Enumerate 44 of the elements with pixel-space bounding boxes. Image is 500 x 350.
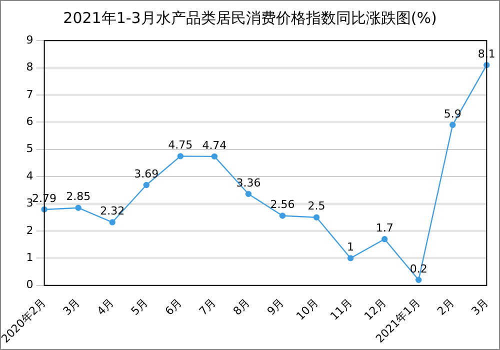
x-tick-label: 12月: [362, 296, 389, 323]
y-tick-label: 9: [26, 33, 34, 46]
data-label: 2.5: [308, 200, 326, 213]
data-label: 2.56: [270, 198, 295, 212]
x-tick-label: 11月: [328, 296, 355, 323]
data-label: 1: [347, 240, 354, 254]
data-label: 1.7: [376, 221, 394, 234]
x-tick-label: 10月: [294, 296, 321, 323]
data-label: 3.69: [134, 167, 159, 180]
point: [245, 190, 252, 198]
x-tick-label: 9月: [264, 296, 287, 318]
x-tick-label: 4月: [94, 296, 116, 318]
x-tick-label: 3月: [60, 296, 82, 318]
y-tick-label: 0: [26, 278, 34, 292]
y-tick-label: 3: [26, 196, 34, 210]
chart-title: 2021年1-3月水产品类居民消费价格指数同比涨跌图(%): [62, 9, 438, 28]
x-tick-label: 8月: [230, 296, 253, 318]
data-label: 2.32: [100, 204, 125, 218]
data-label: 4.74: [202, 138, 227, 152]
x-tick-label: 5月: [128, 296, 151, 318]
point: [416, 276, 422, 284]
point: [347, 255, 354, 262]
y-tick-label: 6: [26, 115, 34, 128]
point: [109, 219, 116, 226]
y-tick-label: 4: [26, 169, 34, 182]
y-tick-label: 8: [26, 60, 34, 74]
x-tick-label: 7月: [196, 296, 219, 318]
point: [279, 212, 286, 219]
x-tick-label: 3月: [468, 296, 491, 318]
point: [381, 236, 388, 242]
point: [75, 204, 82, 211]
data-label: 2.85: [66, 190, 91, 204]
y-tick-label: 2: [26, 224, 34, 237]
y-tick-label: 7: [26, 88, 34, 101]
x-tick-label: 2月: [434, 296, 457, 318]
x-tick-label: 6月: [162, 296, 185, 318]
y-tick-label: 5: [26, 142, 34, 156]
y-tick-label: 1: [26, 251, 34, 264]
point: [177, 153, 184, 160]
point: [450, 122, 456, 128]
point: [211, 153, 218, 160]
point: [143, 182, 150, 188]
data-label: 4.75: [168, 138, 193, 152]
point: [313, 214, 320, 220]
